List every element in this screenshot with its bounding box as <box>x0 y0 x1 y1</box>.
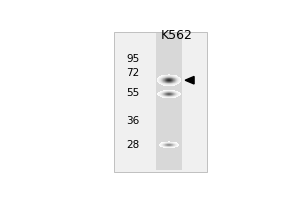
Text: 72: 72 <box>127 68 140 78</box>
Text: 36: 36 <box>127 116 140 126</box>
Text: K562: K562 <box>161 29 193 42</box>
Bar <box>114 32 207 172</box>
Text: 28: 28 <box>127 140 140 150</box>
Text: 95: 95 <box>127 54 140 64</box>
Bar <box>156 33 182 170</box>
Text: 55: 55 <box>127 88 140 98</box>
Polygon shape <box>185 76 194 84</box>
